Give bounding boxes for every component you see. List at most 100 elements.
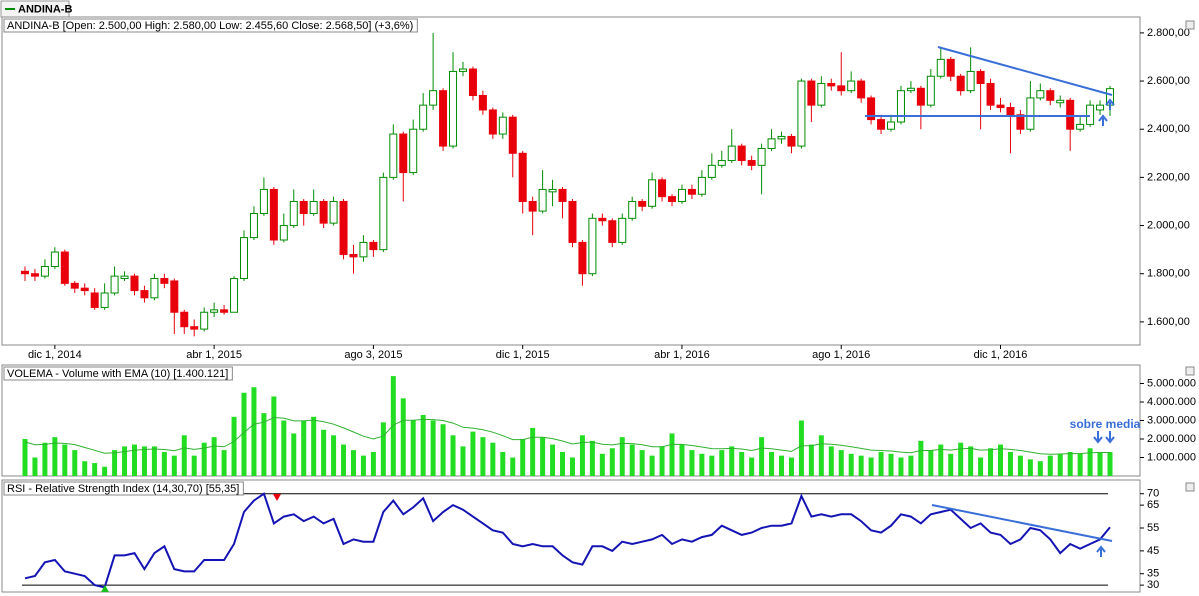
panel-button[interactable] bbox=[1185, 366, 1195, 376]
candle-body bbox=[1036, 90, 1045, 99]
candle-body bbox=[817, 82, 826, 106]
volume-bar bbox=[400, 398, 406, 476]
volume-bar bbox=[550, 444, 556, 476]
volume-bar bbox=[679, 444, 685, 476]
volume-bar bbox=[430, 420, 436, 476]
candle-body bbox=[110, 275, 119, 294]
volume-bar bbox=[589, 440, 595, 476]
volume-bar bbox=[540, 437, 546, 476]
volume-bar bbox=[450, 435, 456, 476]
volume-bar bbox=[808, 444, 814, 476]
candle-body bbox=[409, 128, 418, 174]
candle-body bbox=[419, 104, 428, 130]
volume-bar bbox=[878, 451, 884, 476]
y-tick-label: 2.800,00 bbox=[1147, 27, 1190, 39]
candle-body bbox=[508, 116, 517, 154]
candle-body bbox=[1026, 97, 1035, 130]
candle-body bbox=[140, 290, 149, 299]
panel-button[interactable] bbox=[1185, 482, 1195, 492]
volume-bar bbox=[918, 440, 924, 476]
volume-bar bbox=[629, 444, 635, 476]
volume-bar bbox=[599, 453, 605, 476]
candle-body bbox=[1076, 123, 1085, 130]
resistance-trendline bbox=[937, 46, 1113, 96]
volume-bar bbox=[291, 433, 297, 476]
ema-line bbox=[24, 416, 1110, 455]
volume-bar bbox=[639, 450, 645, 476]
y-tick-label: 2.400,00 bbox=[1147, 123, 1190, 135]
volume-bar bbox=[1047, 455, 1053, 476]
y-tick-label: 2.000,00 bbox=[1147, 219, 1190, 231]
volume-bar bbox=[1077, 453, 1083, 476]
candle-body bbox=[60, 251, 69, 284]
y-tick-label: 70 bbox=[1147, 488, 1159, 500]
candle-body bbox=[996, 104, 1005, 109]
candle-body bbox=[259, 188, 268, 215]
candle-body bbox=[160, 278, 169, 284]
volume-bar bbox=[818, 435, 824, 476]
candle-body bbox=[877, 119, 886, 130]
candle-body bbox=[319, 200, 328, 224]
volume-bar bbox=[729, 446, 735, 476]
volume-bar bbox=[42, 442, 48, 476]
candle-body bbox=[677, 188, 686, 202]
candle-body bbox=[916, 87, 925, 106]
volume-bar bbox=[709, 455, 715, 476]
candle-body bbox=[668, 196, 677, 202]
volume-bar bbox=[32, 457, 38, 476]
volume-bar bbox=[480, 437, 486, 476]
candle-body bbox=[478, 95, 487, 111]
x-tick-label: dic 1, 2015 bbox=[496, 349, 550, 361]
volume-bar bbox=[231, 416, 237, 476]
volume-bar bbox=[281, 420, 287, 476]
y-tick-label: 2.000.000 bbox=[1147, 433, 1196, 445]
y-tick-label: 30 bbox=[1147, 579, 1159, 591]
volume-bar bbox=[510, 457, 516, 476]
volume-bar bbox=[1037, 461, 1043, 476]
tab-label[interactable]: ANDINA-B bbox=[18, 3, 72, 15]
panel-button[interactable] bbox=[1185, 20, 1195, 30]
volume-bar bbox=[769, 451, 775, 476]
candle-body bbox=[200, 311, 209, 330]
volume-bar bbox=[1107, 451, 1113, 476]
candle-body bbox=[498, 116, 507, 135]
volume-bar bbox=[798, 420, 804, 476]
arrow-down bbox=[1105, 431, 1115, 444]
candle-body bbox=[150, 278, 159, 299]
volume-bar bbox=[221, 450, 227, 476]
candle-body bbox=[180, 311, 189, 328]
volume-bar bbox=[380, 422, 386, 476]
candle-body bbox=[90, 292, 99, 308]
candle-body bbox=[389, 133, 398, 178]
candle-body bbox=[210, 309, 219, 313]
candle-body bbox=[399, 133, 408, 174]
candle-body bbox=[787, 135, 796, 147]
panels: 1.600,00 1.800,00 2.000,00 2.200,00 2.400,00… bbox=[1, 16, 1196, 593]
arrow-up bbox=[1098, 114, 1108, 126]
volume-bar bbox=[321, 429, 327, 476]
y-tick-label: 3.000.000 bbox=[1147, 414, 1196, 426]
volume-bar bbox=[211, 437, 217, 476]
volume-bar bbox=[858, 455, 864, 476]
volume-bar bbox=[490, 442, 496, 476]
candle-body bbox=[618, 217, 627, 243]
candle-body bbox=[717, 160, 726, 166]
candle-body bbox=[439, 90, 448, 147]
sell-signal bbox=[273, 494, 281, 501]
volume-bar bbox=[749, 457, 755, 476]
candle-body bbox=[608, 220, 617, 243]
volume-bar bbox=[619, 437, 625, 476]
candle-body bbox=[30, 273, 39, 277]
panel-title: RSI - Relative Strength Index (14,30,70)… bbox=[7, 483, 239, 495]
candle-body bbox=[727, 145, 736, 162]
candle-body bbox=[379, 176, 388, 251]
volume-bar bbox=[181, 435, 187, 476]
candle-body bbox=[896, 90, 905, 123]
volume-bar bbox=[1057, 453, 1063, 476]
candle-body bbox=[598, 217, 607, 222]
volume-bar bbox=[470, 431, 476, 476]
y-tick-label: 45 bbox=[1147, 545, 1159, 557]
volume-bar bbox=[649, 455, 655, 476]
candle-body bbox=[1006, 107, 1015, 116]
volume-bar bbox=[978, 457, 984, 476]
